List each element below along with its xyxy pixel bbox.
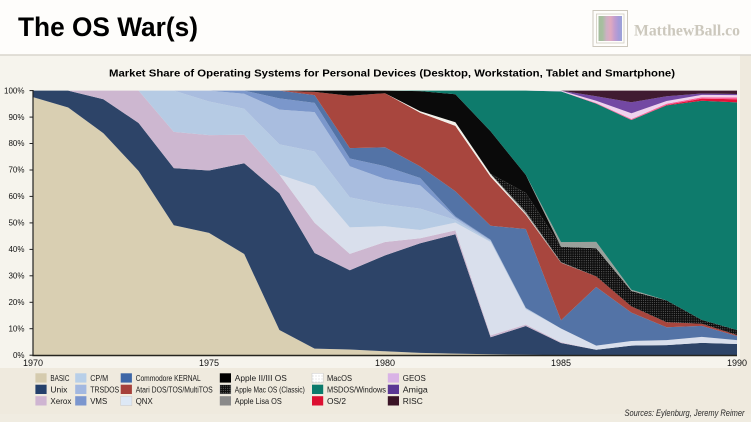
svg-text:MSDOS/Windows: MSDOS/Windows [327,385,386,394]
svg-text:BASIC: BASIC [50,374,69,383]
svg-text:60%: 60% [8,192,24,201]
svg-text:Amiga: Amiga [403,385,429,394]
svg-text:Unix: Unix [50,385,67,394]
svg-text:Apple Lisa OS: Apple Lisa OS [235,397,282,406]
svg-text:RISC: RISC [403,397,423,406]
svg-text:Market Share of Operating Syst: Market Share of Operating Systems for Pe… [109,68,675,80]
svg-text:100%: 100% [4,86,24,95]
svg-text:Xerox: Xerox [50,397,71,406]
svg-text:MatthewBall.co: MatthewBall.co [634,23,740,40]
svg-text:Apple Mac OS (Classic): Apple Mac OS (Classic) [235,385,305,394]
svg-text:1990: 1990 [727,358,747,368]
svg-text:20%: 20% [8,298,24,307]
svg-text:10%: 10% [8,324,24,333]
svg-text:1980: 1980 [375,358,395,368]
svg-text:1975: 1975 [199,358,219,368]
svg-text:1985: 1985 [551,358,571,368]
svg-text:CP/M: CP/M [90,374,108,383]
svg-text:Apple II/III OS: Apple II/III OS [235,374,287,383]
svg-text:QNX: QNX [136,397,154,406]
svg-text:TRSDOS: TRSDOS [90,385,119,394]
svg-text:GEOS: GEOS [403,374,426,383]
svg-text:0%: 0% [13,351,25,360]
svg-text:VMS: VMS [90,397,107,406]
svg-text:Commodore KERNAL: Commodore KERNAL [136,374,202,383]
svg-text:30%: 30% [8,272,24,281]
svg-text:1970: 1970 [23,358,43,368]
svg-text:40%: 40% [8,245,24,254]
svg-text:Atari DOS/TOS/MultiTOS: Atari DOS/TOS/MultiTOS [136,385,213,394]
svg-text:OS/2: OS/2 [327,397,346,406]
svg-text:Sources: Eylenburg, Jeremy Rei: Sources: Eylenburg, Jeremy Reimer [625,408,746,418]
svg-text:70%: 70% [8,166,24,175]
svg-text:90%: 90% [8,113,24,122]
svg-text:50%: 50% [8,219,24,228]
svg-text:MacOS: MacOS [327,374,352,383]
svg-text:The OS War(s): The OS War(s) [18,12,198,42]
svg-text:80%: 80% [8,139,24,148]
